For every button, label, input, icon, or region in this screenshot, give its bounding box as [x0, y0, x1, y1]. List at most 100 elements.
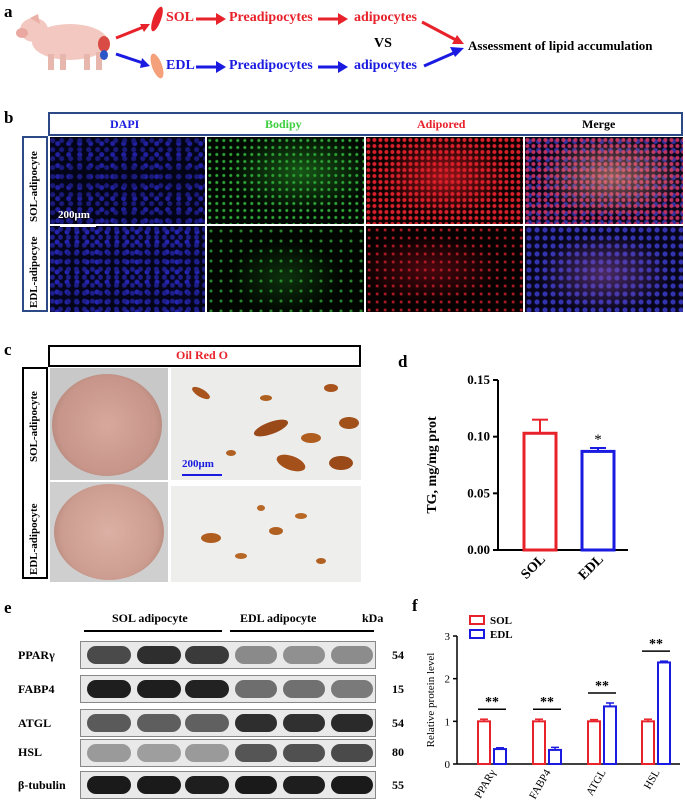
significance-mark: ** — [540, 695, 554, 710]
chart-d: 0.00 0.05 0.10 0.15 TG, mg/mg prot SOL * EDL — [425, 372, 628, 583]
micrograph-edl-bodipy — [207, 226, 364, 312]
x-tick-label: HSL — [642, 767, 663, 791]
micrograph-edl-merge — [525, 226, 683, 312]
y-tick-label: 0 — [445, 759, 451, 771]
y-tick-label: 0.10 — [467, 429, 490, 444]
micrograph-sol-bodipy — [207, 137, 364, 224]
y-axis-label: Relative protein level — [425, 653, 437, 748]
row-c-edl-adipocyte: EDL-adipocyte — [28, 503, 40, 576]
panel-b-scale-bar — [60, 224, 96, 227]
panel-d-label: d — [398, 352, 408, 371]
bar-sol — [532, 720, 546, 766]
x-tick-label: ATGL — [584, 767, 609, 798]
bar-edl — [603, 705, 617, 765]
blot-tubulin — [80, 771, 376, 799]
y-axis-label: TG, mg/mg prot — [425, 416, 440, 514]
panel-f-label: f — [412, 596, 418, 615]
blot-label-fabp4: FABP4 — [18, 682, 55, 696]
x-tick-label: EDL — [576, 552, 607, 583]
blot-fabp4 — [80, 675, 376, 703]
bar-edl — [548, 748, 562, 765]
panel-a-label: a — [4, 2, 13, 21]
legend-label-sol: SOL — [490, 615, 512, 627]
blot-atgl — [80, 709, 376, 737]
micrograph-oil-red-edl — [171, 486, 361, 582]
blot-label-hsl: HSL — [18, 745, 43, 759]
bar-sol — [641, 720, 655, 766]
edl-label: EDL — [166, 58, 195, 73]
bar-edl — [657, 661, 671, 766]
x-tick-label: PPARγ — [473, 767, 499, 800]
x-tick-label: FABP4 — [527, 767, 554, 801]
panel-b-header — [48, 112, 683, 136]
y-tick-label: 3 — [445, 631, 451, 643]
edl-preadipocytes-label: Preadipocytes — [229, 58, 313, 73]
blot-hsl — [80, 739, 376, 767]
edl-adipocytes-label: adipocytes — [354, 58, 417, 73]
micrograph-edl-adipored — [366, 226, 523, 312]
row-sol-adipocyte: SOL-adipocyte — [28, 151, 40, 222]
sol-adipocytes-label: adipocytes — [354, 10, 417, 25]
micrograph-sol-merge — [525, 137, 683, 224]
row-edl-adipocyte: EDL-adipocyte — [28, 236, 40, 309]
pig-illustration — [16, 14, 110, 70]
vs-label: VS — [374, 36, 392, 51]
panel-c-label: c — [4, 340, 12, 359]
y-tick-label: 2 — [445, 674, 451, 686]
assessment-label: Assessment of lipid accumulation — [468, 38, 653, 53]
panel-a-diagram — [16, 6, 464, 79]
bar-sol — [477, 720, 491, 766]
panel-b-scale-label: 200μm — [58, 209, 90, 221]
panel-e-label: e — [4, 598, 12, 617]
micrograph-sol-adipored — [366, 137, 523, 224]
y-tick-label: 1 — [445, 716, 451, 728]
y-tick-label: 0.15 — [467, 372, 490, 387]
dish-sol — [50, 368, 168, 480]
group-sol-line — [84, 630, 222, 632]
legend-swatch-edl — [469, 629, 485, 639]
panel-b-label: b — [4, 108, 14, 127]
kda-tubulin: 55 — [392, 778, 404, 792]
micrograph-edl-dapi — [50, 226, 205, 312]
micrograph-oil-red-sol — [171, 368, 361, 480]
legend-label-edl: EDL — [490, 629, 513, 641]
oil-red-o-label: Oil Red O — [176, 348, 229, 362]
panel-c-scale-bar — [182, 474, 222, 476]
dish-edl — [50, 482, 168, 582]
channel-bodipy: Bodipy — [265, 117, 302, 131]
kda-hsl: 80 — [392, 745, 404, 759]
bar-sol — [587, 720, 601, 766]
sol-muscle-icon — [151, 6, 163, 32]
kda-atgl: 54 — [392, 716, 404, 730]
panel-c-scale-label: 200μm — [182, 458, 214, 470]
blot-label-atgl: ATGL — [18, 716, 52, 730]
y-tick-label: 0.05 — [467, 485, 490, 500]
blot-ppar — [80, 641, 376, 669]
micrograph-sol-dapi — [50, 137, 205, 224]
row-c-sol-adipocyte: SOL-adipocyte — [28, 391, 40, 462]
group-edl-line — [230, 630, 374, 632]
kda-header: kDa — [362, 611, 384, 625]
sol-preadipocytes-label: Preadipocytes — [229, 10, 313, 25]
kda-fabp4: 15 — [392, 682, 404, 696]
group-edl-adipocyte: EDL adipocyte — [240, 611, 317, 625]
bar-edl — [493, 748, 507, 765]
blot-label-tubulin: β-tubulin — [18, 778, 66, 792]
panel-c-side-box — [22, 367, 48, 579]
blot-label-ppar: PPARγ — [18, 648, 55, 662]
legend-swatch-sol — [469, 615, 485, 625]
significance-mark: ** — [485, 695, 499, 710]
significance-mark: * — [594, 432, 602, 448]
chart-f: 0 1 2 3 Relative protein level SOL EDL ** PPARγ *… — [425, 615, 680, 801]
y-tick-label: 0.00 — [467, 542, 490, 557]
group-sol-adipocyte: SOL adipocyte — [112, 611, 188, 625]
significance-mark: ** — [649, 637, 663, 652]
x-tick-label: SOL — [518, 552, 548, 582]
sol-label: SOL — [166, 10, 195, 25]
edl-muscle-icon — [150, 53, 164, 79]
significance-mark: ** — [595, 679, 609, 694]
bar-edl — [580, 449, 616, 552]
bar-sol — [522, 431, 558, 552]
channel-dapi: DAPI — [110, 117, 140, 131]
panel-b-side-box — [22, 136, 48, 312]
